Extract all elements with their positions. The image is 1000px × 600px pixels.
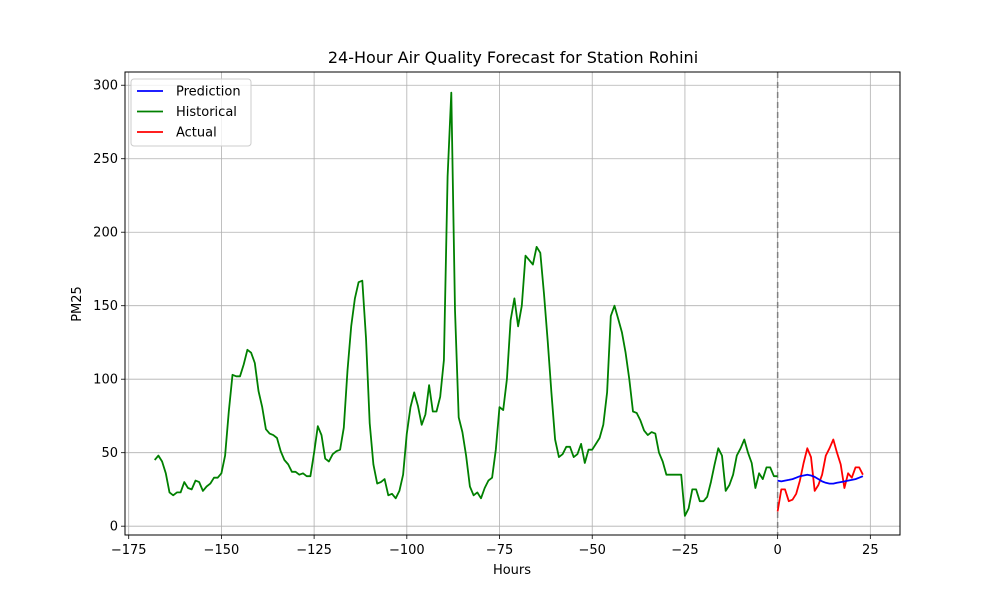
- y-tick-label: 300: [93, 79, 118, 94]
- legend-label-prediction: Prediction: [176, 85, 241, 100]
- y-tick-label: 200: [93, 226, 118, 241]
- legend-label-actual: Actual: [176, 126, 217, 141]
- series-layer: [154, 91, 864, 517]
- y-tick-label: 0: [110, 520, 118, 535]
- chart-title: 24-Hour Air Quality Forecast for Station…: [328, 48, 698, 67]
- y-axis-title: PM25: [70, 286, 85, 322]
- legend-box: [130, 78, 252, 147]
- legend-label-historical: Historical: [176, 105, 237, 120]
- x-tick-label: −75: [486, 543, 513, 558]
- series-line-prediction: [777, 473, 864, 485]
- x-tick-label: −175: [111, 543, 147, 558]
- y-tick-label: 100: [93, 373, 118, 388]
- y-tick-label: 250: [93, 152, 118, 167]
- x-axis-title: Hours: [493, 563, 531, 578]
- y-tick-label: 50: [101, 446, 118, 461]
- legend: Prediction Historical Actual: [130, 78, 252, 147]
- x-tick-label: 0: [773, 543, 781, 558]
- tick-layer: −175 −150 −125 −100 −75 −50 −25 0 25050100150200…: [93, 79, 878, 558]
- x-tick-label: −150: [204, 543, 240, 558]
- x-tick-label: −25: [671, 543, 698, 558]
- plot-frame: [124, 71, 901, 536]
- grid-layer: [125, 72, 900, 535]
- x-tick-label: −100: [389, 543, 425, 558]
- x-tick-label: 25: [862, 543, 879, 558]
- y-tick-label: 150: [93, 299, 118, 314]
- x-tick-label: −50: [579, 543, 606, 558]
- series-line-historical: [154, 91, 778, 517]
- x-tick-label: −125: [296, 543, 332, 558]
